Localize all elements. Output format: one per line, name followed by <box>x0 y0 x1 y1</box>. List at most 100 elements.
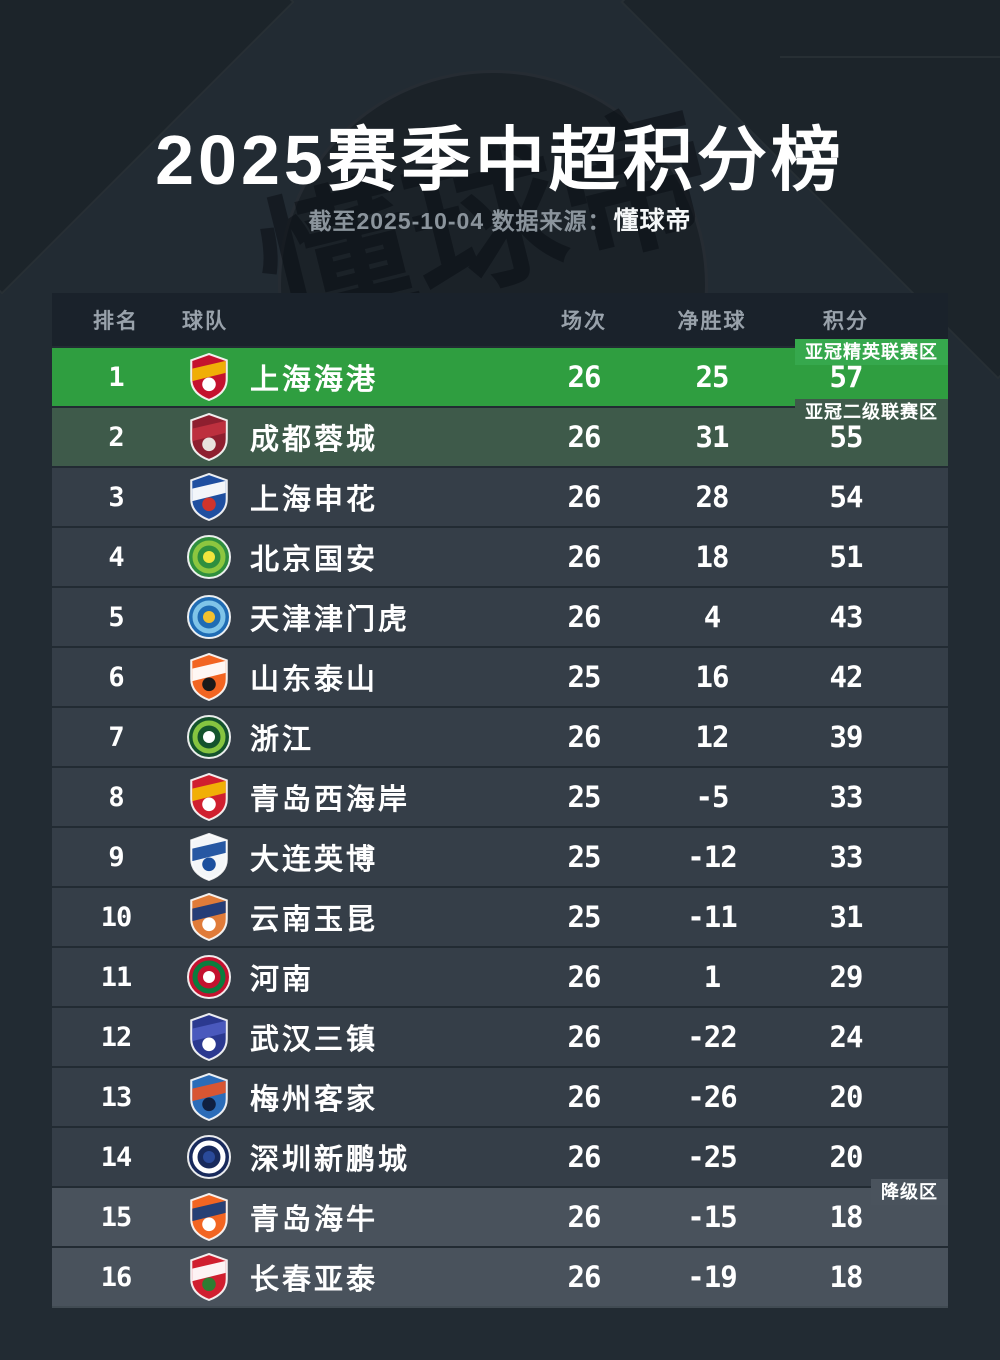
table-row: 10 云南玉昆 25 -11 31 <box>52 886 948 946</box>
goal-difference-cell: 31 <box>695 420 730 454</box>
team-crest-icon <box>180 954 238 1000</box>
goal-difference-cell: 25 <box>695 360 730 394</box>
column-header-points: 积分 <box>823 309 869 333</box>
points-cell: 20 <box>829 1140 864 1174</box>
team-crest-icon <box>180 653 238 701</box>
zone-badge: 亚冠精英联赛区 <box>795 339 948 365</box>
points-cell: 20 <box>829 1080 864 1114</box>
rank-cell: 4 <box>108 541 124 573</box>
table-row: 3 上海申花 26 28 54 <box>52 466 948 526</box>
rank-cell: 5 <box>108 601 124 633</box>
team-crest-icon <box>180 1193 238 1241</box>
played-cell: 26 <box>567 480 602 514</box>
points-cell: 51 <box>829 540 864 574</box>
rank-cell: 6 <box>108 661 124 693</box>
goal-difference-cell: -5 <box>695 780 730 814</box>
team-crest-icon <box>180 534 238 580</box>
points-cell: 31 <box>829 900 864 934</box>
team-name: 天津津门虎 <box>250 604 411 636</box>
points-cell: 33 <box>829 780 864 814</box>
goal-difference-cell: 12 <box>695 720 730 754</box>
rank-cell: 14 <box>100 1141 133 1173</box>
points-cell: 39 <box>829 720 864 754</box>
table-row: 1 上海海港 26 25 57 亚冠精英联赛区 <box>52 339 948 406</box>
table-row: 7 浙江 26 12 39 <box>52 706 948 766</box>
played-cell: 26 <box>567 720 602 754</box>
team-name: 长春亚泰 <box>250 1264 379 1296</box>
rank-cell: 10 <box>100 901 133 933</box>
goal-difference-cell: 28 <box>695 480 730 514</box>
goal-difference-cell: -11 <box>687 900 737 934</box>
played-cell: 26 <box>567 1260 602 1294</box>
team-name: 深圳新鹏城 <box>250 1144 411 1176</box>
table-row: 8 青岛西海岸 25 -5 33 <box>52 766 948 826</box>
team-crest-icon <box>180 893 238 941</box>
played-cell: 25 <box>567 780 602 814</box>
team-name: 浙江 <box>250 724 315 756</box>
team-name: 武汉三镇 <box>250 1024 379 1056</box>
team-crest-icon <box>180 353 238 401</box>
table-row: 16 长春亚泰 26 -19 18 <box>52 1246 948 1306</box>
team-name: 北京国安 <box>250 544 379 576</box>
points-cell: 42 <box>829 660 864 694</box>
column-header-rank: 排名 <box>93 309 139 333</box>
team-crest-icon <box>180 413 238 461</box>
rank-cell: 12 <box>100 1021 133 1053</box>
rank-cell: 1 <box>108 361 124 393</box>
table-row: 2 成都蓉城 26 31 55 亚冠二级联赛区 <box>52 399 948 466</box>
team-name: 大连英博 <box>250 844 379 876</box>
table-row: 13 梅州客家 26 -26 20 <box>52 1066 948 1126</box>
rank-cell: 8 <box>108 781 124 813</box>
zone-badge: 降级区 <box>871 1179 948 1205</box>
played-cell: 26 <box>567 540 602 574</box>
team-crest-icon <box>180 714 238 760</box>
table-row: 12 武汉三镇 26 -22 24 <box>52 1006 948 1066</box>
played-cell: 26 <box>567 360 602 394</box>
team-crest-icon <box>180 1134 238 1180</box>
table-row: 5 天津津门虎 26 4 43 <box>52 586 948 646</box>
played-cell: 25 <box>567 900 602 934</box>
goal-difference-cell: -25 <box>687 1140 737 1174</box>
page-title: 2025赛季中超积分榜 <box>155 121 845 199</box>
team-crest-icon <box>180 1253 238 1301</box>
played-cell: 26 <box>567 1020 602 1054</box>
points-cell: 29 <box>829 960 864 994</box>
corner-line-top-right <box>780 56 1000 58</box>
goal-difference-cell: 4 <box>703 600 721 634</box>
rank-cell: 15 <box>100 1201 133 1233</box>
table-row: 9 大连英博 25 -12 33 <box>52 826 948 886</box>
team-name: 河南 <box>250 964 315 996</box>
rank-cell: 11 <box>100 961 133 993</box>
team-crest-icon <box>180 1073 238 1121</box>
played-cell: 25 <box>567 660 602 694</box>
points-cell: 55 <box>829 420 864 454</box>
rank-cell: 9 <box>108 841 124 873</box>
subtitle: 截至2025-10-04 数据来源：懂球帝 <box>0 201 1000 237</box>
played-cell: 26 <box>567 1200 602 1234</box>
goal-difference-cell: -19 <box>687 1260 737 1294</box>
standings-table: 排名 球队 场次 净胜球 积分 1 上海海港 26 25 57 亚冠精英联赛区 … <box>52 293 948 1308</box>
points-cell: 18 <box>829 1260 864 1294</box>
team-name: 云南玉昆 <box>250 904 379 936</box>
points-cell: 33 <box>829 840 864 874</box>
points-cell: 24 <box>829 1020 864 1054</box>
table-row: 15 青岛海牛 26 -15 18 降级区 <box>52 1179 948 1246</box>
table-body: 1 上海海港 26 25 57 亚冠精英联赛区 2 成都蓉城 26 31 55 … <box>52 339 948 1306</box>
team-name: 青岛海牛 <box>250 1204 379 1236</box>
rank-cell: 7 <box>108 721 124 753</box>
rank-cell: 13 <box>100 1081 133 1113</box>
played-cell: 26 <box>567 420 602 454</box>
played-cell: 25 <box>567 840 602 874</box>
played-cell: 26 <box>567 960 602 994</box>
table-row: 14 深圳新鹏城 26 -25 20 <box>52 1126 948 1186</box>
rank-cell: 3 <box>108 481 124 513</box>
table-row: 11 河南 26 1 29 <box>52 946 948 1006</box>
team-name: 上海海港 <box>250 364 379 396</box>
column-header-goal-difference: 净胜球 <box>677 309 747 333</box>
table-header-row: 排名 球队 场次 净胜球 积分 <box>52 293 948 346</box>
table-row: 4 北京国安 26 18 51 <box>52 526 948 586</box>
column-header-team: 球队 <box>182 309 228 333</box>
goal-difference-cell: -15 <box>687 1200 737 1234</box>
played-cell: 26 <box>567 600 602 634</box>
